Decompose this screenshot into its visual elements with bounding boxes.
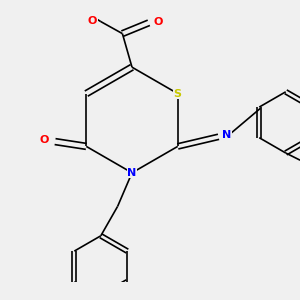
Text: N: N bbox=[128, 168, 136, 178]
Text: O: O bbox=[88, 16, 97, 26]
Text: N: N bbox=[222, 130, 232, 140]
Text: O: O bbox=[154, 16, 163, 27]
Text: O: O bbox=[40, 135, 49, 146]
Text: S: S bbox=[174, 88, 182, 99]
